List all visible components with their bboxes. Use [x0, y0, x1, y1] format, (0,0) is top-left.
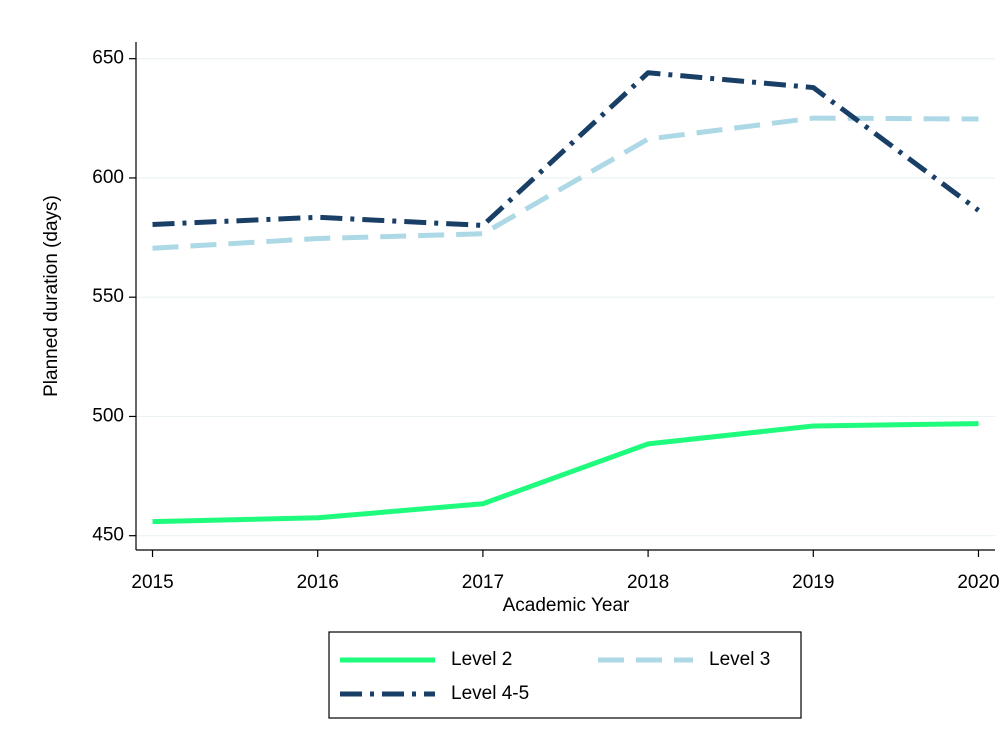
legend-label: Level 4-5	[451, 683, 529, 704]
x-tick-label: 2015	[131, 572, 173, 593]
series-line	[152, 115, 979, 251]
x-tick-label: 2016	[297, 572, 339, 593]
legend-label: Level 3	[709, 649, 770, 670]
legend-label: Level 2	[451, 649, 512, 670]
x-tick-label: 2019	[792, 572, 834, 593]
y-tick-label: 650	[92, 48, 124, 69]
y-tick-label: 450	[92, 525, 124, 546]
y-tick-label: 550	[92, 286, 124, 307]
legend-box	[328, 631, 802, 719]
series-line	[152, 421, 979, 525]
x-tick-label: 2018	[627, 572, 669, 593]
x-axis-title: Academic Year	[503, 595, 630, 616]
y-axis-title: Planned duration (days)	[41, 195, 62, 397]
x-tick-label: 2020	[957, 572, 999, 593]
series-line	[152, 70, 980, 228]
y-tick-label: 600	[92, 167, 124, 188]
x-tick-label: 2017	[462, 572, 504, 593]
y-tick-label: 500	[92, 405, 124, 426]
